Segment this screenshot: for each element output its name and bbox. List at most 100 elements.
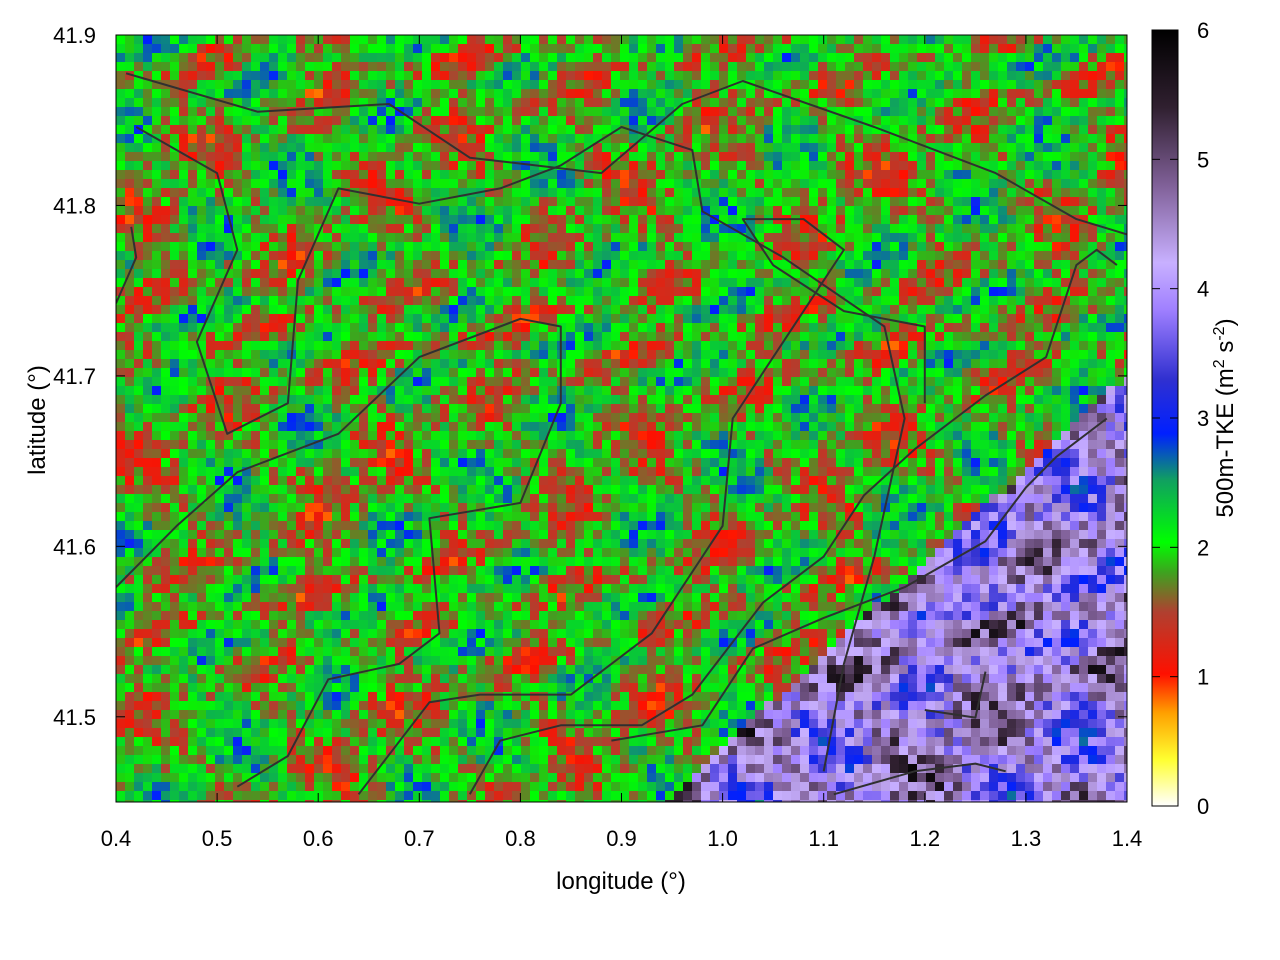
heatmap-cell [953, 242, 963, 252]
heatmap-cell [1061, 260, 1071, 270]
heatmap-cell [1106, 287, 1116, 297]
heatmap-cell [1079, 89, 1089, 99]
heatmap-cell [809, 368, 819, 378]
heatmap-cell [458, 341, 468, 351]
heatmap-cell [773, 296, 783, 306]
heatmap-cell [386, 197, 396, 207]
heatmap-cell [980, 386, 990, 396]
heatmap-cell [413, 53, 423, 63]
heatmap-cell [1106, 170, 1116, 180]
heatmap-cell [1043, 314, 1053, 324]
heatmap-cell [602, 368, 612, 378]
heatmap-cell [503, 116, 513, 126]
heatmap-cell [566, 107, 576, 117]
heatmap-cell [350, 197, 360, 207]
heatmap-cell [899, 287, 909, 297]
heatmap-cell [764, 296, 774, 306]
heatmap-cell [215, 413, 225, 423]
heatmap-cell [1115, 188, 1125, 198]
heatmap-cell [323, 395, 333, 405]
heatmap-cell [341, 224, 351, 234]
heatmap-cell [674, 314, 684, 324]
heatmap-cell [431, 269, 441, 279]
heatmap-cell [278, 260, 288, 270]
heatmap-cell [1115, 395, 1125, 405]
heatmap-cell [881, 395, 891, 405]
heatmap-cell [314, 125, 324, 135]
heatmap-cell [737, 98, 747, 108]
heatmap-cell [1007, 359, 1017, 369]
heatmap-cell [161, 98, 171, 108]
heatmap-cell [188, 395, 198, 405]
heatmap-cell [368, 323, 378, 333]
heatmap-cell [755, 188, 765, 198]
heatmap-cell [215, 143, 225, 153]
heatmap-cell [953, 296, 963, 306]
heatmap-cell [1124, 404, 1127, 414]
heatmap-cell [854, 179, 864, 189]
heatmap-cell [503, 188, 513, 198]
heatmap-cell [485, 62, 495, 72]
heatmap-cell [971, 287, 981, 297]
heatmap-cell [872, 161, 882, 171]
heatmap-cell [116, 260, 126, 270]
heatmap-cell [404, 53, 414, 63]
heatmap-cell [188, 260, 198, 270]
heatmap-cell [881, 377, 891, 387]
heatmap-cell [431, 251, 441, 261]
heatmap-cell [719, 386, 729, 396]
heatmap-cell [440, 89, 450, 99]
heatmap-cell [881, 134, 891, 144]
heatmap-cell [980, 395, 990, 405]
heatmap-cell [1007, 350, 1017, 360]
heatmap-cell [125, 314, 135, 324]
heatmap-cell [1088, 98, 1098, 108]
heatmap-cell [161, 107, 171, 117]
heatmap-cell [197, 386, 207, 396]
heatmap-cell [881, 152, 891, 162]
heatmap-cell [737, 251, 747, 261]
heatmap-cell [674, 359, 684, 369]
heatmap-cell [233, 314, 243, 324]
heatmap-cell [629, 179, 639, 189]
heatmap-cell [584, 233, 594, 243]
heatmap-cell [404, 80, 414, 90]
heatmap-cell [197, 359, 207, 369]
heatmap-cell [206, 404, 216, 414]
heatmap-cell [350, 98, 360, 108]
heatmap-cell [278, 314, 288, 324]
heatmap-cell [944, 197, 954, 207]
heatmap-cell [260, 422, 270, 432]
heatmap-cell [233, 215, 243, 225]
heatmap-cell [440, 170, 450, 180]
heatmap-cell [836, 404, 846, 414]
heatmap-cell [188, 431, 198, 441]
heatmap-cell [719, 404, 729, 414]
heatmap-cell [386, 368, 396, 378]
heatmap-cell [494, 206, 504, 216]
heatmap-cell [746, 323, 756, 333]
heatmap-cell [1097, 377, 1107, 387]
heatmap-cell [989, 62, 999, 72]
heatmap-cell [782, 278, 792, 288]
heatmap-cell [638, 395, 648, 405]
heatmap-cell [548, 152, 558, 162]
heatmap-cell [755, 278, 765, 288]
heatmap-cell [296, 116, 306, 126]
heatmap-cell [395, 296, 405, 306]
heatmap-cell [188, 323, 198, 333]
heatmap-cell [755, 404, 765, 414]
heatmap-cell [755, 98, 765, 108]
heatmap-cell [1124, 296, 1127, 306]
heatmap-cell [422, 404, 432, 414]
heatmap-cell [872, 62, 882, 72]
heatmap-cell [530, 197, 540, 207]
heatmap-cell [134, 44, 144, 54]
heatmap-cell [710, 197, 720, 207]
heatmap-cell [665, 215, 675, 225]
heatmap-cell [638, 161, 648, 171]
heatmap-cell [188, 233, 198, 243]
heatmap-cell [647, 368, 657, 378]
heatmap-cell [431, 35, 441, 45]
heatmap-cell [1088, 287, 1098, 297]
